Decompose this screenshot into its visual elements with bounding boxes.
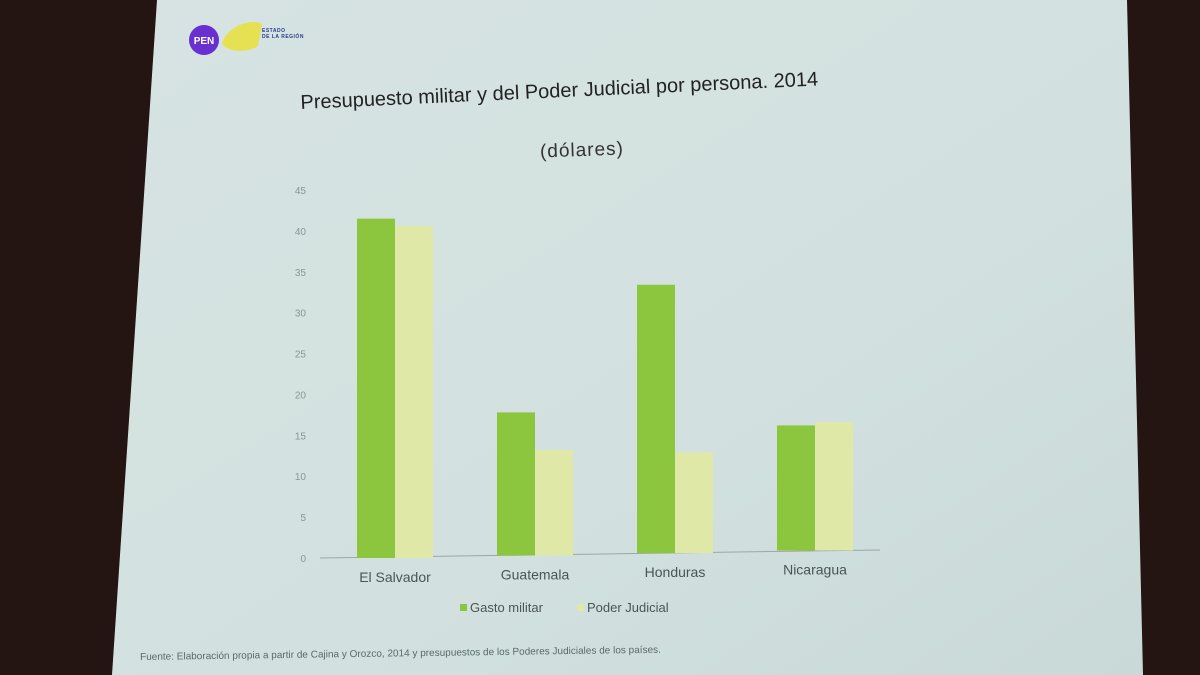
logo-yellow-mark (222, 22, 262, 51)
y-tick-label: 15 (295, 431, 307, 442)
logo-text-line1: ESTADO (262, 28, 286, 34)
bar-gasto-militar-el-salvador (357, 218, 395, 558)
slide-surface (112, 0, 1143, 675)
legend-swatch (577, 604, 584, 611)
legend-swatch (460, 604, 467, 611)
logo: PEN (189, 22, 262, 55)
bar-poder-judicial-honduras (675, 452, 713, 553)
chart-subtitle: (dólares) (539, 138, 625, 163)
y-tick-label: 0 (300, 554, 306, 565)
legend: Gasto militar Poder Judicial (460, 600, 669, 615)
category-label: Honduras (645, 564, 706, 580)
y-tick-label: 30 (295, 309, 307, 320)
category-label: El Salvador (359, 569, 431, 585)
category-label: Guatemala (501, 567, 570, 583)
logo-badge (189, 25, 219, 55)
legend-label: Poder Judicial (587, 600, 669, 615)
logo-text-line2: DE LA REGIÓN (262, 34, 304, 40)
y-tick-label: 25 (295, 350, 307, 361)
bar-poder-judicial-guatemala (535, 450, 573, 556)
bar-chart: 0 5 10 15 20 25 30 35 40 45 El Salvador Guatemala Ho… (295, 186, 881, 615)
y-tick-label: 10 (295, 472, 307, 483)
bar-gasto-militar-nicaragua (777, 425, 815, 551)
bar-poder-judicial-el-salvador (395, 225, 433, 558)
y-tick-label: 40 (295, 227, 307, 238)
category-label: Nicaragua (783, 562, 847, 578)
y-tick-label: 20 (295, 390, 307, 401)
logo-badge-text: PEN (194, 36, 215, 47)
logo-text: ESTADO DE LA REGIÓN (262, 28, 304, 40)
bar-gasto-militar-honduras (637, 284, 675, 553)
legend-label: Gasto militar (470, 600, 544, 615)
y-tick-label: 45 (295, 186, 307, 197)
bar-poder-judicial-nicaragua (815, 422, 853, 551)
y-tick-label: 5 (300, 513, 306, 524)
y-tick-label: 35 (295, 268, 307, 279)
bar-gasto-militar-guatemala (497, 412, 535, 556)
